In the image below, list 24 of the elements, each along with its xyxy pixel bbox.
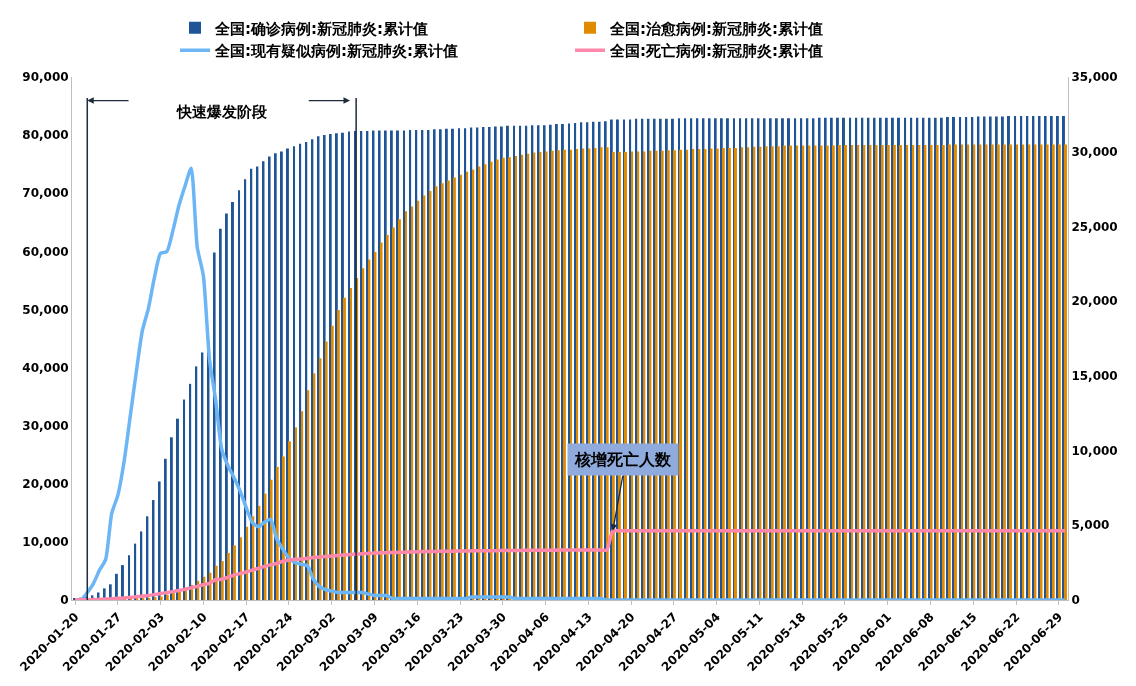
annotation: 快速爆发阶段 (176, 103, 268, 121)
legend-label: 全国:治愈病例:新冠肺炎:累计值 (609, 19, 823, 38)
y2-tick-label: 5,000 (1071, 518, 1110, 533)
y2-tick-label: 0 (1071, 593, 1080, 608)
y-tick-label: 70,000 (22, 186, 69, 201)
y2-tick-label: 35,000 (1071, 70, 1118, 85)
y-tick-label: 0 (60, 593, 69, 608)
y-tick-label: 50,000 (22, 302, 69, 317)
y2-tick-label: 10,000 (1071, 443, 1118, 458)
y-tick-label: 80,000 (22, 128, 69, 143)
y2-tick-label: 20,000 (1071, 294, 1118, 309)
y2-tick-label: 30,000 (1071, 144, 1118, 159)
legend-label: 全国:现有疑似病例:新冠肺炎:累计值 (214, 42, 458, 61)
y-tick-label: 10,000 (22, 535, 69, 550)
y-tick-label: 90,000 (22, 70, 69, 85)
annotation: 核增死亡人数 (574, 450, 672, 469)
legend-label: 全国:确诊病例:新冠肺炎:累计值 (214, 19, 428, 38)
y2-tick-label: 25,000 (1071, 219, 1118, 234)
y-tick-label: 40,000 (22, 360, 69, 375)
y-tick-label: 30,000 (22, 418, 69, 433)
legend-label: 全国:死亡病例:新冠肺炎:累计值 (609, 42, 823, 61)
y-tick-label: 20,000 (22, 476, 69, 491)
y-tick-label: 60,000 (22, 244, 69, 259)
y2-tick-label: 15,000 (1071, 369, 1118, 384)
